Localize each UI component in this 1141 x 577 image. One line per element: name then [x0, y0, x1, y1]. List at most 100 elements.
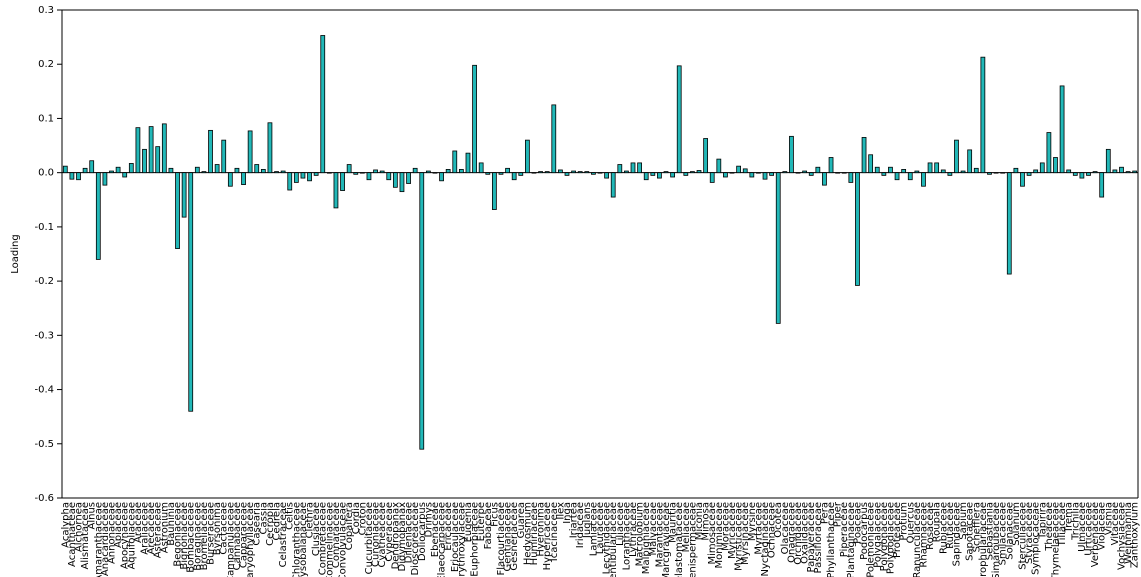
bar — [597, 172, 603, 174]
bar — [558, 169, 563, 174]
x-tick-label: Begoniaceae — [173, 502, 184, 567]
x-tick-label: Protium — [899, 502, 910, 541]
bar — [432, 172, 438, 174]
x-tick-label: Juglans — [582, 502, 593, 539]
x-tick-label: Phyllanthaceae — [826, 502, 837, 577]
x-tick-label: Schefflera — [971, 502, 982, 552]
x-tick-label: Lecythidaceae — [602, 502, 613, 574]
x-tick-label: Weinmannia — [1123, 502, 1134, 564]
bar — [366, 172, 372, 181]
bar — [531, 172, 537, 174]
x-tick-label: Oxalidaceae — [800, 502, 811, 564]
bar — [518, 172, 524, 176]
x-tick-label: Erythroxylaceae — [456, 502, 467, 577]
x-tick-label: Trichilia — [1070, 502, 1081, 541]
x-tick-label: Convolvulaceae — [338, 502, 349, 577]
y-tick-label: -0.1 — [34, 222, 54, 233]
bar — [604, 172, 609, 179]
bar — [960, 170, 966, 174]
bar — [1000, 172, 1006, 174]
bar — [346, 164, 352, 174]
x-tick-label: Eugenia — [463, 502, 474, 542]
x-tick-label: Lauraceae — [595, 502, 606, 554]
x-tick-label: Polygonaceae — [879, 502, 890, 571]
x-tick-label: Bauhinia — [166, 502, 177, 546]
x-tick-label: Astronium — [159, 502, 170, 553]
x-tick-label: Rubiaceae — [938, 502, 949, 554]
bar — [412, 167, 418, 174]
x-tick-label: Myrsine — [747, 502, 758, 541]
x-tick-label: Mauritia — [668, 502, 679, 543]
x-tick-label: Styracaceae — [1024, 502, 1035, 564]
x-tick-label: Piper — [833, 501, 844, 527]
bar — [921, 172, 926, 187]
x-tick-label: Ochnaceae — [767, 502, 778, 558]
y-tick-label: 0.1 — [38, 113, 54, 124]
x-tick-label: Rosaceae — [925, 502, 936, 550]
bar — [1072, 172, 1078, 176]
x-tick-label: Onagraceae — [786, 502, 797, 563]
bar — [445, 169, 451, 174]
bar — [874, 166, 880, 174]
x-tick-label: Caryophyllaceae — [245, 502, 256, 577]
x-tick-label: Amaranthaceae — [93, 502, 104, 577]
bar — [498, 172, 504, 175]
bar — [610, 172, 616, 198]
x-tick-label: Malpighiaceae — [641, 502, 652, 574]
x-tick-label: Guarea — [516, 502, 527, 538]
bar — [511, 172, 517, 181]
x-tick-label: Gentianaceae — [503, 502, 514, 571]
bar — [102, 172, 108, 186]
bar — [439, 172, 444, 182]
x-tick-label: Iridaceae — [575, 502, 586, 548]
x-tick-label: Myrtaceae — [753, 502, 764, 555]
bar — [458, 169, 464, 174]
bar — [505, 167, 510, 174]
bar — [307, 172, 312, 182]
x-tick-label: Didymopanax — [397, 502, 408, 572]
x-tick-label: Araceae — [133, 502, 144, 543]
bar — [901, 169, 907, 174]
bar — [122, 172, 128, 178]
bar — [485, 172, 491, 175]
x-tick-label: Chrysobalanaceae — [298, 502, 309, 577]
x-tick-label: Dilleniaceae — [404, 502, 415, 563]
bar — [214, 164, 220, 174]
x-tick-label: Myricaceae — [727, 502, 738, 559]
bar — [1053, 157, 1058, 174]
bar — [241, 172, 246, 185]
x-tick-label: Marcgraviaceae — [661, 502, 672, 577]
x-tick-label: Commelinaceae — [324, 502, 335, 577]
x-tick-label: Polypodiaceae — [885, 502, 896, 574]
x-tick-label: Cunoniaceae — [371, 502, 382, 567]
x-tick-label: Humiriaceae — [529, 502, 540, 565]
x-tick-label: Capparaceae — [239, 502, 250, 568]
bar — [1086, 172, 1091, 176]
bar — [736, 165, 742, 174]
x-tick-label: Smilacaceae — [998, 502, 1009, 565]
bar — [175, 172, 180, 249]
bar — [630, 162, 636, 174]
bar — [723, 172, 728, 178]
x-tick-label: Plantaginaceae — [846, 502, 857, 577]
bar — [716, 158, 722, 174]
bar — [696, 170, 702, 174]
bar — [947, 172, 953, 176]
bar — [69, 172, 75, 180]
bar — [76, 172, 81, 181]
bar — [973, 167, 979, 174]
bar — [624, 170, 629, 174]
bar — [993, 172, 999, 174]
bar — [392, 172, 398, 188]
x-tick-label: Macrolobium — [635, 502, 646, 566]
bar — [749, 172, 755, 178]
x-tick-label: Cassia — [258, 502, 269, 534]
bar — [465, 152, 471, 174]
bar — [201, 171, 207, 174]
x-tick-label: Cecropia — [265, 502, 276, 546]
y-tick-label: -0.2 — [34, 276, 54, 287]
bar — [564, 172, 570, 176]
bar — [280, 170, 286, 174]
x-tick-label: Alnus — [87, 502, 98, 530]
bar — [161, 123, 167, 174]
